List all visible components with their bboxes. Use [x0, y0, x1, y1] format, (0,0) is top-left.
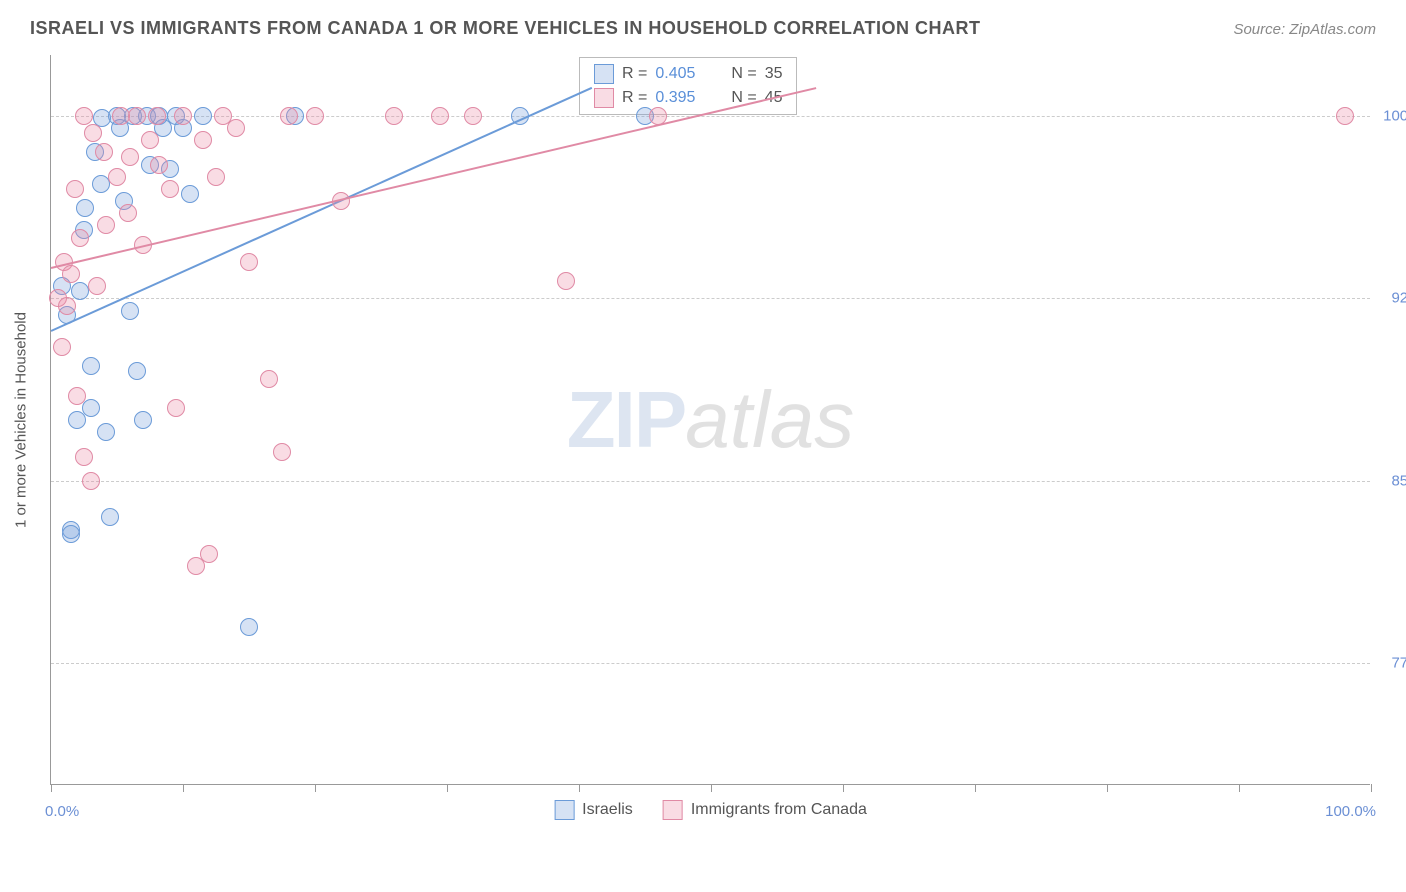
gridline — [51, 116, 1370, 117]
legend-n-label: N = — [731, 65, 756, 83]
x-tick — [1107, 784, 1108, 792]
legend-item-canada: Immigrants from Canada — [663, 800, 867, 820]
data-point-canada — [128, 107, 146, 125]
x-tick — [447, 784, 448, 792]
data-point-israelis — [62, 525, 80, 543]
data-point-israelis — [181, 185, 199, 203]
data-point-israelis — [71, 282, 89, 300]
x-tick — [975, 784, 976, 792]
data-point-canada — [95, 143, 113, 161]
data-point-israelis — [101, 508, 119, 526]
data-point-canada — [207, 168, 225, 186]
legend-row-israelis: R = 0.405 N = 35 — [580, 62, 796, 86]
chart-source: Source: ZipAtlas.com — [1233, 21, 1376, 38]
data-point-israelis — [82, 357, 100, 375]
legend-item-israelis: Israelis — [554, 800, 633, 820]
x-tick — [315, 784, 316, 792]
plot-area: ZIPatlas R =0.405N =35R =0.395N =45 1 or… — [50, 55, 1370, 785]
data-point-canada — [464, 107, 482, 125]
watermark-atlas: atlas — [685, 375, 854, 464]
data-point-canada — [240, 253, 258, 271]
legend-label-canada: Immigrants from Canada — [691, 801, 867, 819]
data-point-canada — [141, 131, 159, 149]
legend-label-israelis: Israelis — [582, 801, 633, 819]
legend-swatch-israelis — [594, 64, 614, 84]
y-tick-label: 100.0% — [1383, 107, 1406, 124]
chart-header: ISRAELI VS IMMIGRANTS FROM CANADA 1 OR M… — [30, 18, 1376, 39]
data-point-israelis — [134, 411, 152, 429]
legend-series: Israelis Immigrants from Canada — [554, 800, 867, 820]
data-point-canada — [150, 156, 168, 174]
data-point-israelis — [194, 107, 212, 125]
data-point-canada — [161, 180, 179, 198]
data-point-canada — [97, 216, 115, 234]
data-point-israelis — [128, 362, 146, 380]
data-point-canada — [68, 387, 86, 405]
gridline — [51, 298, 1370, 299]
watermark-zip: ZIP — [567, 375, 685, 464]
data-point-israelis — [240, 618, 258, 636]
x-tick — [579, 784, 580, 792]
x-tick — [51, 784, 52, 792]
data-point-canada — [121, 148, 139, 166]
data-point-canada — [84, 124, 102, 142]
x-tick — [1371, 784, 1372, 792]
legend-swatch-israelis — [554, 800, 574, 820]
data-point-canada — [66, 180, 84, 198]
x-tick — [183, 784, 184, 792]
data-point-canada — [227, 119, 245, 137]
x-axis-label-min: 0.0% — [45, 803, 79, 820]
data-point-canada — [108, 168, 126, 186]
data-point-canada — [280, 107, 298, 125]
x-tick — [1239, 784, 1240, 792]
y-tick-label: 92.5% — [1391, 290, 1406, 307]
x-tick — [711, 784, 712, 792]
y-axis-title: 1 or more Vehicles in Household — [13, 312, 30, 528]
gridline — [51, 663, 1370, 664]
legend-r-value-canada: 0.395 — [655, 89, 713, 107]
data-point-canada — [273, 443, 291, 461]
chart-area: ZIPatlas R =0.405N =35R =0.395N =45 1 or… — [50, 55, 1370, 785]
data-point-israelis — [121, 302, 139, 320]
data-point-canada — [53, 338, 71, 356]
data-point-canada — [174, 107, 192, 125]
data-point-canada — [71, 229, 89, 247]
y-tick-label: 77.5% — [1391, 655, 1406, 672]
legend-r-value-israelis: 0.405 — [655, 65, 713, 83]
legend-row-canada: R =0.395N =45 — [580, 86, 796, 110]
legend-n-value-israelis: 35 — [765, 65, 783, 83]
data-point-canada — [385, 107, 403, 125]
chart-title: ISRAELI VS IMMIGRANTS FROM CANADA 1 OR M… — [30, 18, 981, 39]
data-point-israelis — [76, 199, 94, 217]
data-point-canada — [200, 545, 218, 563]
data-point-canada — [75, 107, 93, 125]
data-point-canada — [148, 107, 166, 125]
legend-swatch-canada — [594, 88, 614, 108]
data-point-canada — [82, 472, 100, 490]
data-point-canada — [58, 297, 76, 315]
legend-correlation: R =0.405N =35R =0.395N =45 — [579, 57, 797, 115]
legend-r-label: R = — [622, 65, 647, 83]
data-point-canada — [1336, 107, 1354, 125]
data-point-canada — [119, 204, 137, 222]
data-point-canada — [88, 277, 106, 295]
gridline — [51, 481, 1370, 482]
legend-r-label: R = — [622, 89, 647, 107]
legend-swatch-canada — [663, 800, 683, 820]
data-point-canada — [260, 370, 278, 388]
data-point-canada — [306, 107, 324, 125]
x-tick — [843, 784, 844, 792]
data-point-israelis — [97, 423, 115, 441]
y-tick-label: 85.0% — [1391, 472, 1406, 489]
watermark: ZIPatlas — [567, 374, 854, 466]
data-point-canada — [75, 448, 93, 466]
x-axis-label-max: 100.0% — [1325, 803, 1376, 820]
data-point-canada — [194, 131, 212, 149]
data-point-canada — [557, 272, 575, 290]
data-point-israelis — [82, 399, 100, 417]
data-point-canada — [167, 399, 185, 417]
data-point-canada — [62, 265, 80, 283]
data-point-canada — [431, 107, 449, 125]
